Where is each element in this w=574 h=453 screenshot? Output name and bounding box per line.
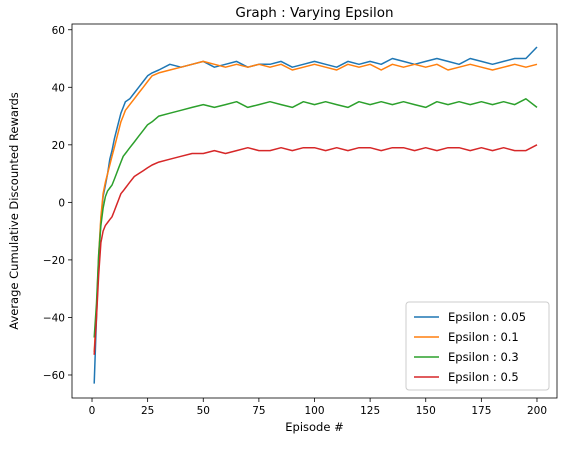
- y-tick-label: 20: [52, 140, 65, 152]
- x-tick-label: 175: [471, 405, 491, 417]
- x-tick-label: 50: [197, 405, 210, 417]
- y-axis: −60 −40 −20 0 20 40 60: [43, 25, 72, 382]
- x-tick-label: 25: [141, 405, 154, 417]
- y-tick-label: −20: [43, 255, 65, 267]
- x-tick-label: 75: [252, 405, 265, 417]
- y-tick-label: 60: [52, 25, 65, 37]
- legend-label: Epsilon : 0.1: [448, 330, 519, 344]
- y-tick-label: −60: [43, 370, 65, 382]
- series-line-3: [93, 144, 538, 355]
- series-line-2: [93, 98, 538, 338]
- y-tick-label: 0: [58, 197, 65, 209]
- x-tick-label: 100: [304, 405, 324, 417]
- y-tick-label: 40: [52, 82, 65, 94]
- x-axis: 0 25 50 75 100 125 150 175 200: [89, 398, 547, 417]
- y-axis-label: Average Cumulative Discounted Rewards: [7, 92, 21, 330]
- legend-box: [405, 301, 550, 391]
- x-tick-label: 125: [360, 405, 380, 417]
- y-tick-label: −40: [43, 312, 65, 324]
- x-tick-label: 150: [416, 405, 436, 417]
- x-axis-label: Episode #: [285, 420, 343, 434]
- series-line-0: [93, 46, 538, 384]
- legend-label: Epsilon : 0.5: [448, 370, 519, 384]
- x-tick-label: 0: [89, 405, 96, 417]
- chart-title: Graph : Varying Epsilon: [235, 5, 393, 21]
- series-line-1: [93, 60, 538, 353]
- legend-label: Epsilon : 0.3: [448, 350, 519, 364]
- legend-label: Epsilon : 0.05: [448, 310, 526, 324]
- legend: Epsilon : 0.05 Epsilon : 0.1 Epsilon : 0.3…: [405, 301, 550, 391]
- x-tick-label: 200: [527, 405, 547, 417]
